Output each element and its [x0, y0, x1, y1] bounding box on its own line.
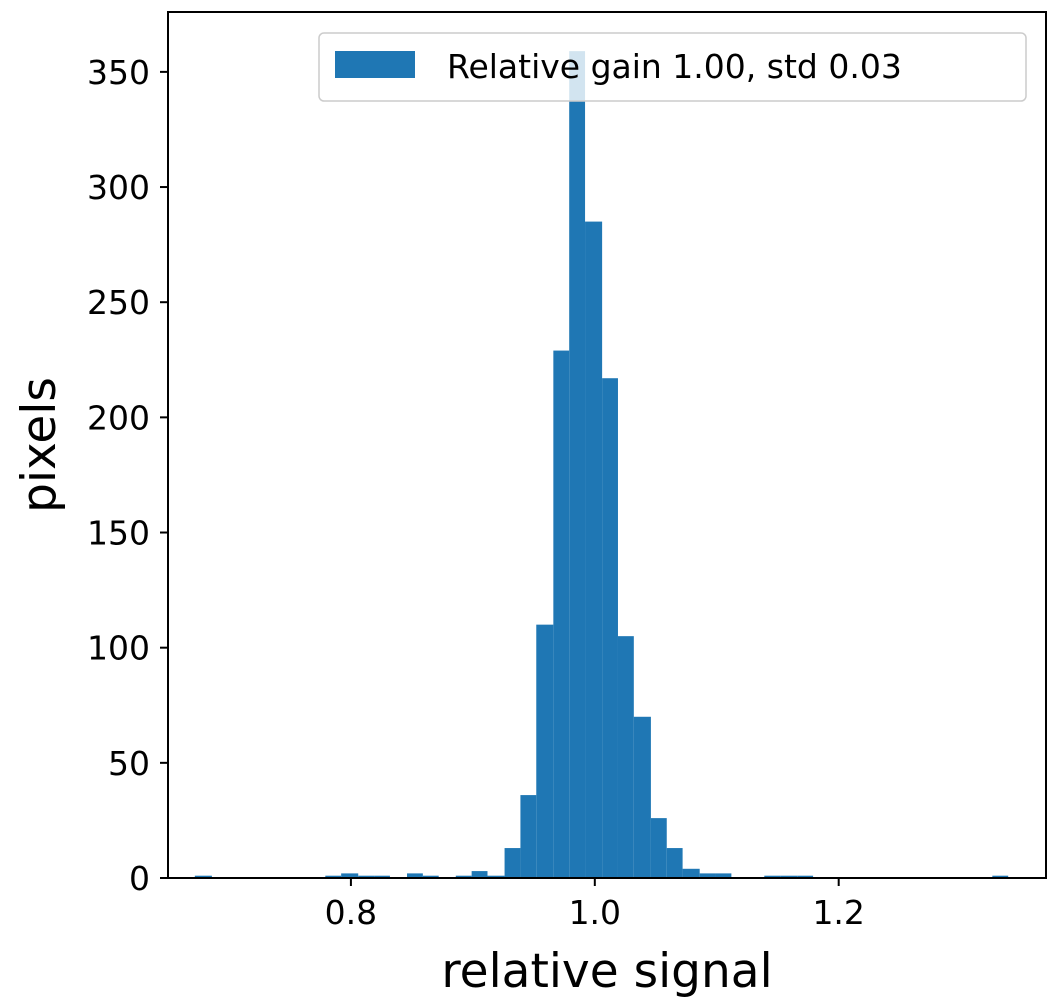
y-tick-label: 150 [87, 514, 150, 553]
histogram-bar [633, 716, 651, 878]
y-tick-label: 50 [108, 744, 150, 783]
legend-box [318, 32, 1027, 102]
x-tick-label: 1.2 [812, 893, 864, 932]
histogram-bar [422, 875, 439, 878]
histogram-bar [325, 875, 342, 878]
histogram-bar [374, 875, 390, 878]
y-tick-label: 250 [87, 283, 150, 322]
histogram-bar [520, 795, 537, 878]
histogram-bars [194, 51, 1009, 879]
y-tick-label: 300 [87, 168, 150, 207]
legend: Relative gain 1.00, std 0.03 [318, 32, 1027, 102]
histogram-bar [650, 818, 667, 878]
histogram-bar [358, 875, 375, 878]
histogram-bar [504, 848, 521, 878]
x-axis-title: relative signal [441, 944, 772, 999]
histogram-bar [715, 873, 732, 878]
histogram-bar [455, 875, 472, 878]
x-tick-label: 1.0 [569, 893, 621, 932]
x-tick-label: 0.8 [325, 893, 377, 932]
histogram-bar [194, 875, 212, 878]
histogram-bar [553, 350, 570, 878]
y-tick-label: 350 [87, 53, 150, 92]
y-tick-label: 200 [87, 398, 150, 437]
y-axis-title: pixels [12, 377, 67, 513]
histogram-bar [617, 636, 634, 878]
y-axis-ticks: 0 50 100 150 200 250 300 350 [87, 53, 168, 898]
histogram-bar [536, 624, 554, 878]
histogram-bar [764, 875, 781, 878]
x-axis-ticks: 0.8 1.0 1.2 [325, 878, 865, 932]
histogram-bar [666, 848, 683, 878]
histogram-bar [585, 221, 603, 879]
y-tick-label: 0 [129, 859, 150, 898]
legend-label: Relative gain 1.00, std 0.03 [447, 47, 902, 86]
legend-swatch [335, 51, 415, 78]
histogram-bar [602, 378, 618, 878]
histogram-bar [780, 875, 798, 878]
histogram-bar [797, 875, 814, 878]
histogram-bar [699, 873, 716, 878]
y-tick-label: 100 [87, 629, 150, 668]
histogram-bar [341, 873, 359, 878]
histogram-bar [569, 51, 586, 878]
histogram-bar [407, 873, 423, 878]
histogram-bar [487, 875, 505, 878]
histogram-bar [992, 875, 1009, 878]
histogram-bar [682, 868, 700, 878]
histogram-bar [471, 871, 488, 878]
plot-frame [167, 11, 1047, 879]
